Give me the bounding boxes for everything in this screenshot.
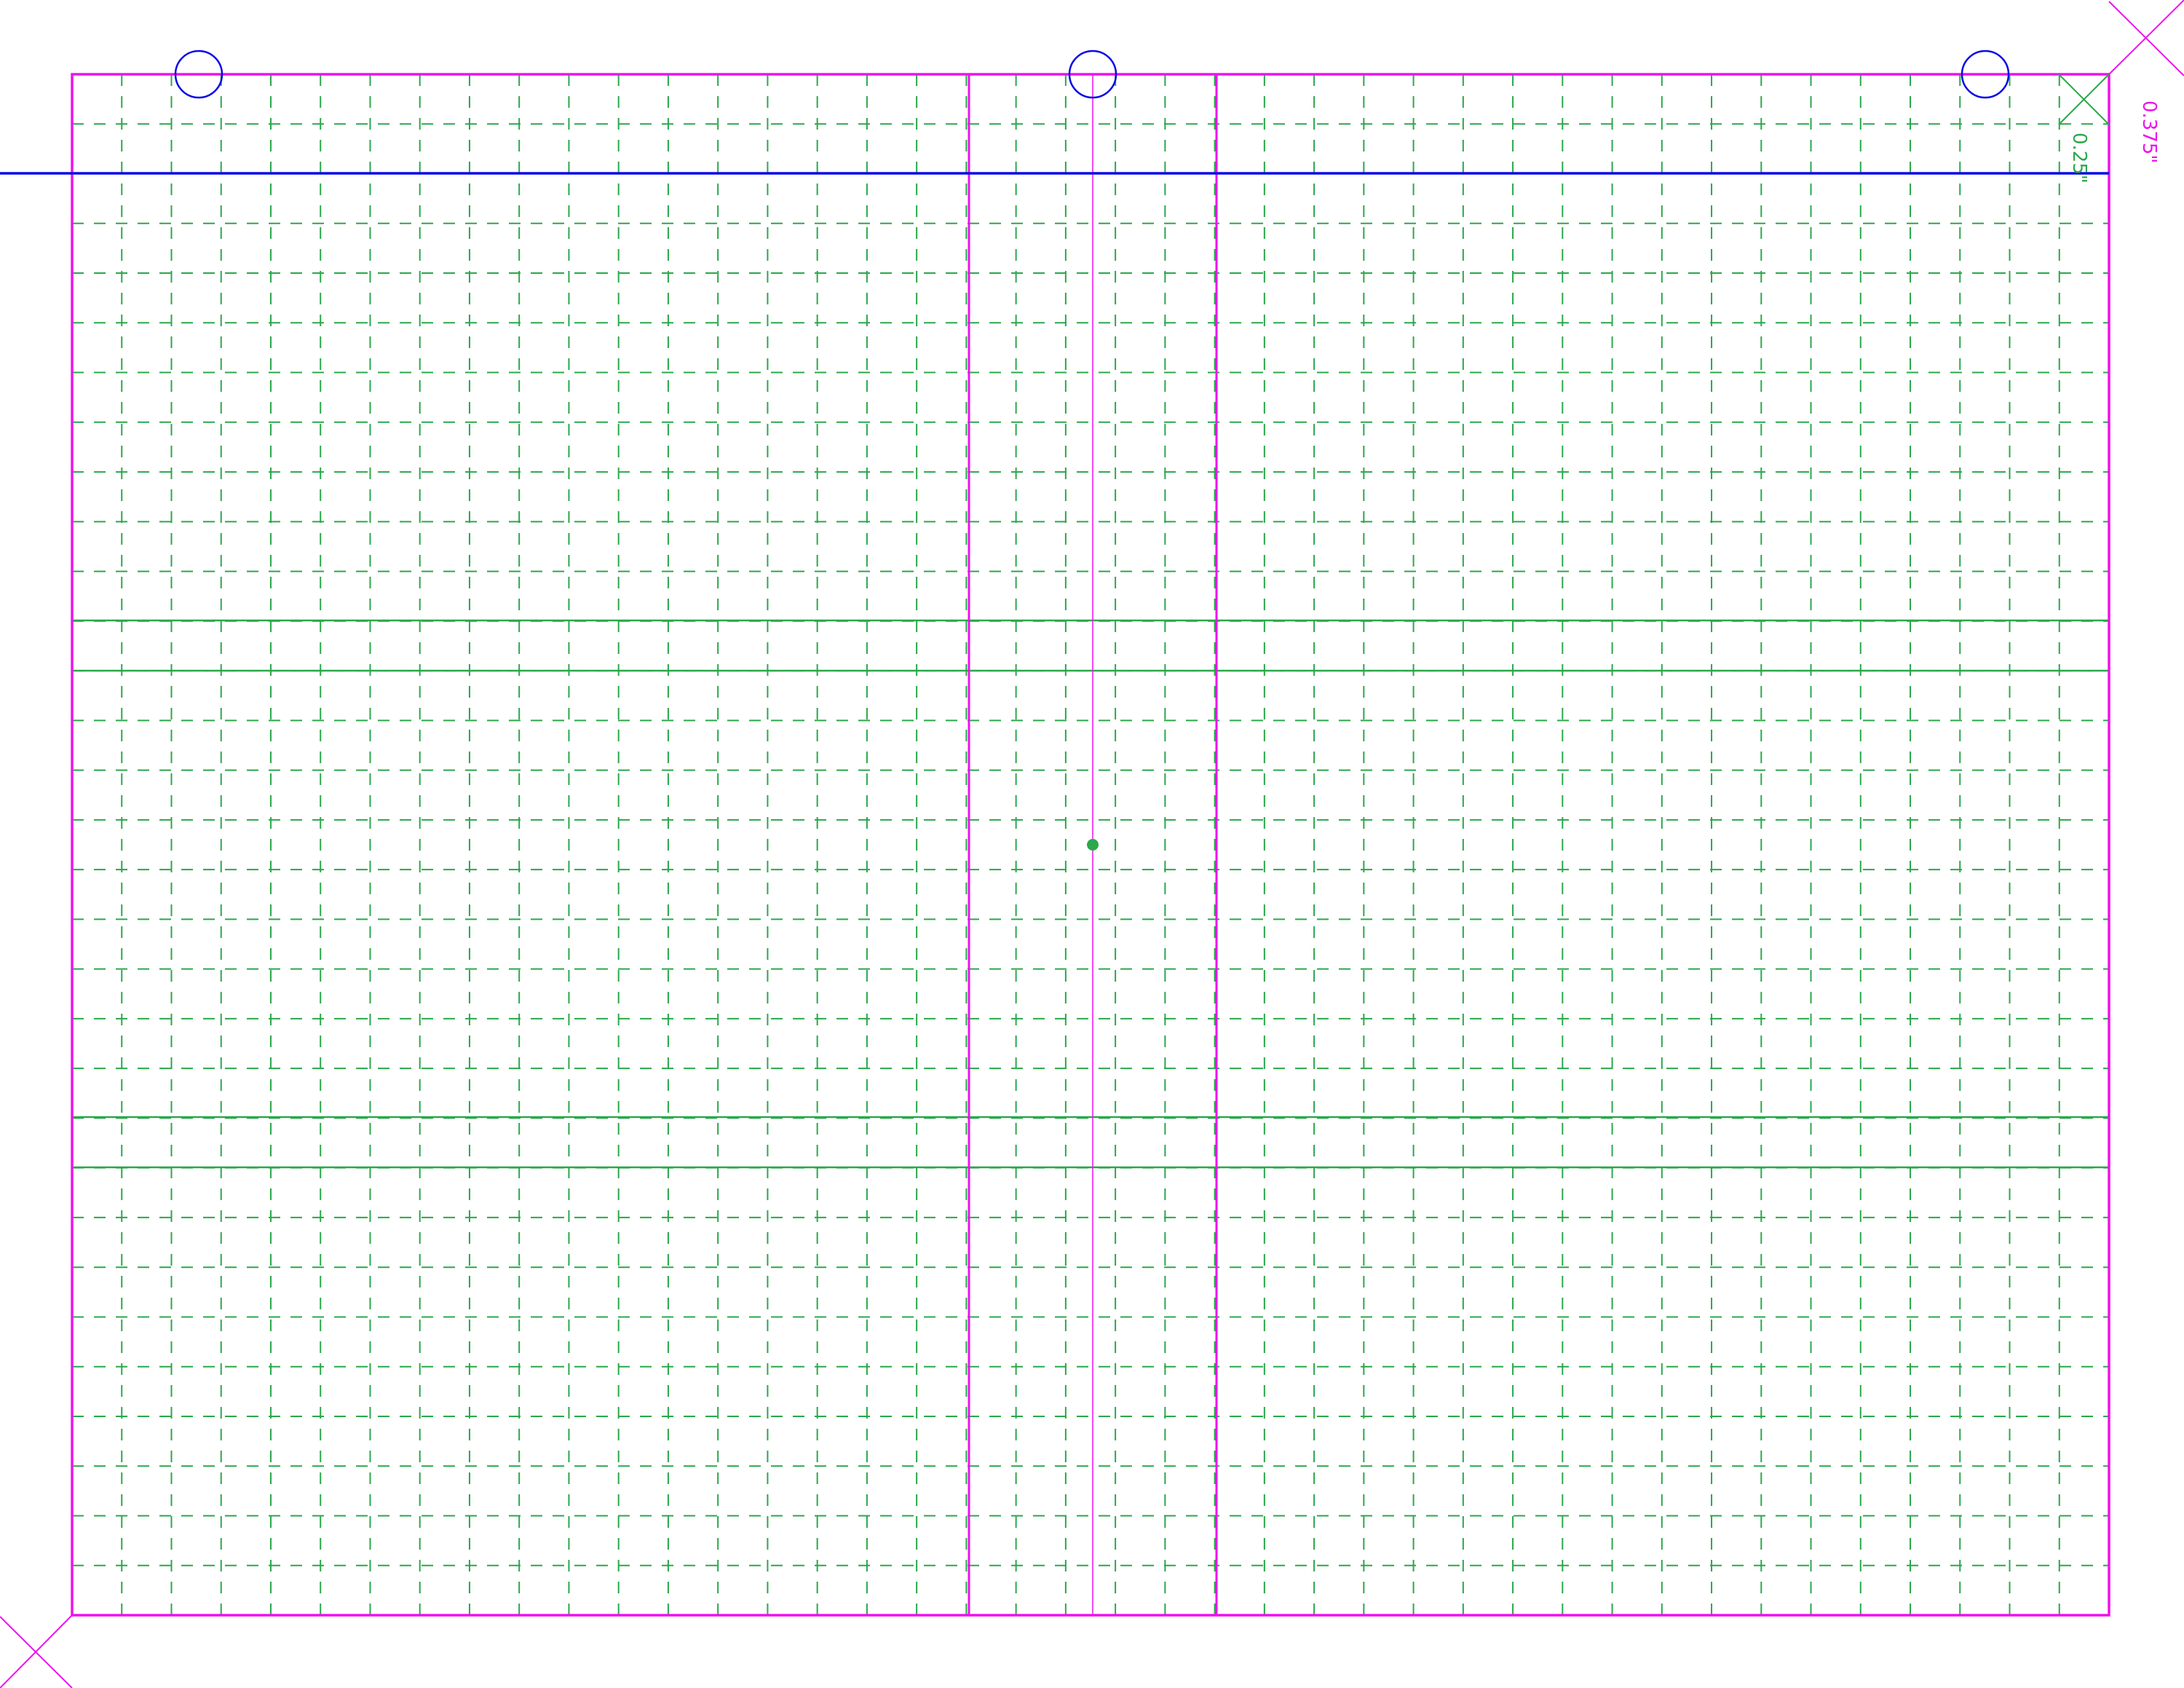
page-border [71, 73, 2110, 1617]
corner-mark-top-right [2108, 0, 2184, 75]
inner-offset-label: 0.25" [2068, 133, 2090, 184]
outer-offset-label: 0.375" [2138, 100, 2160, 163]
dashed-grid [72, 74, 2109, 1615]
solid-green-band-lines [72, 619, 2109, 1169]
corner-mark-bottom-left-cross [0, 1616, 73, 1688]
registration-circle-left [174, 50, 223, 99]
registration-circle-center [1068, 50, 1117, 99]
inner-corner-mark [2058, 74, 2110, 125]
registration-circle-right [1961, 50, 2010, 99]
registration-circles [174, 50, 2010, 99]
corner-mark-top-right-cross [2108, 1, 2184, 76]
inner-corner-diag-2 [2058, 74, 2110, 125]
center-point [1087, 839, 1099, 851]
